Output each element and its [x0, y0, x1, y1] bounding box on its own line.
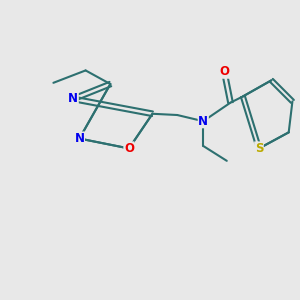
Text: O: O	[219, 65, 229, 78]
Text: N: N	[74, 132, 84, 145]
Text: O: O	[124, 142, 134, 155]
Text: N: N	[198, 115, 208, 128]
Text: S: S	[255, 142, 263, 155]
Text: N: N	[68, 92, 78, 105]
